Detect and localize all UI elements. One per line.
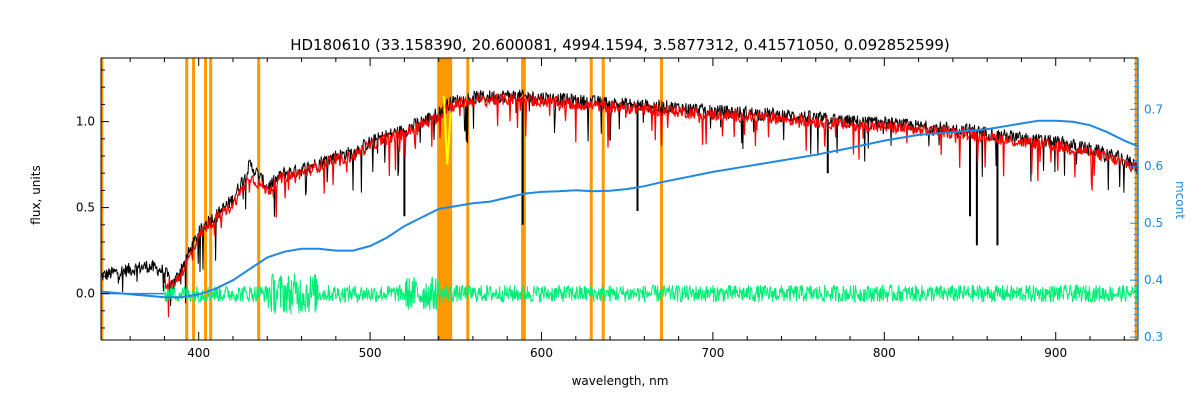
y2-tick-label: 0.7 <box>1144 102 1163 116</box>
x-tick-label: 800 <box>873 346 896 360</box>
x-tick-label: 900 <box>1044 346 1067 360</box>
plot-clipped-group <box>101 58 1138 340</box>
y2-tick-label: 0.5 <box>1144 216 1163 230</box>
highlight-segment <box>442 95 452 165</box>
series-observed-line <box>101 89 1138 307</box>
chart-title: HD180610 (33.158390, 20.600081, 4994.159… <box>290 36 950 54</box>
series-mcont-line <box>101 119 1138 299</box>
x-tick-label: 400 <box>187 346 210 360</box>
y-tick-label: 1.0 <box>76 115 95 129</box>
axis-layer: 400 500 600 700 800 900 0.0 0.5 1.0 0.3 0.4 0.5 0.6 0… <box>76 57 1163 360</box>
x-tick-label: 500 <box>359 346 382 360</box>
x-axis-label: wavelength, nm <box>572 374 669 388</box>
series-residual-line <box>163 273 1138 315</box>
x-tick-label: 600 <box>530 346 553 360</box>
y2-tick-label: 0.3 <box>1144 330 1163 344</box>
series-model-line <box>163 92 1138 318</box>
y-tick-label: 0.0 <box>76 287 95 301</box>
x-tick-label: 700 <box>701 346 724 360</box>
y2-tick-label: 0.4 <box>1144 273 1163 287</box>
y2-tick-label: 0.6 <box>1144 159 1163 173</box>
y-axis-label: flux, units <box>29 165 43 224</box>
y-tick-label: 0.5 <box>76 201 95 215</box>
plot-layer <box>101 58 1138 340</box>
y2-axis-label: mcont <box>1173 181 1187 219</box>
